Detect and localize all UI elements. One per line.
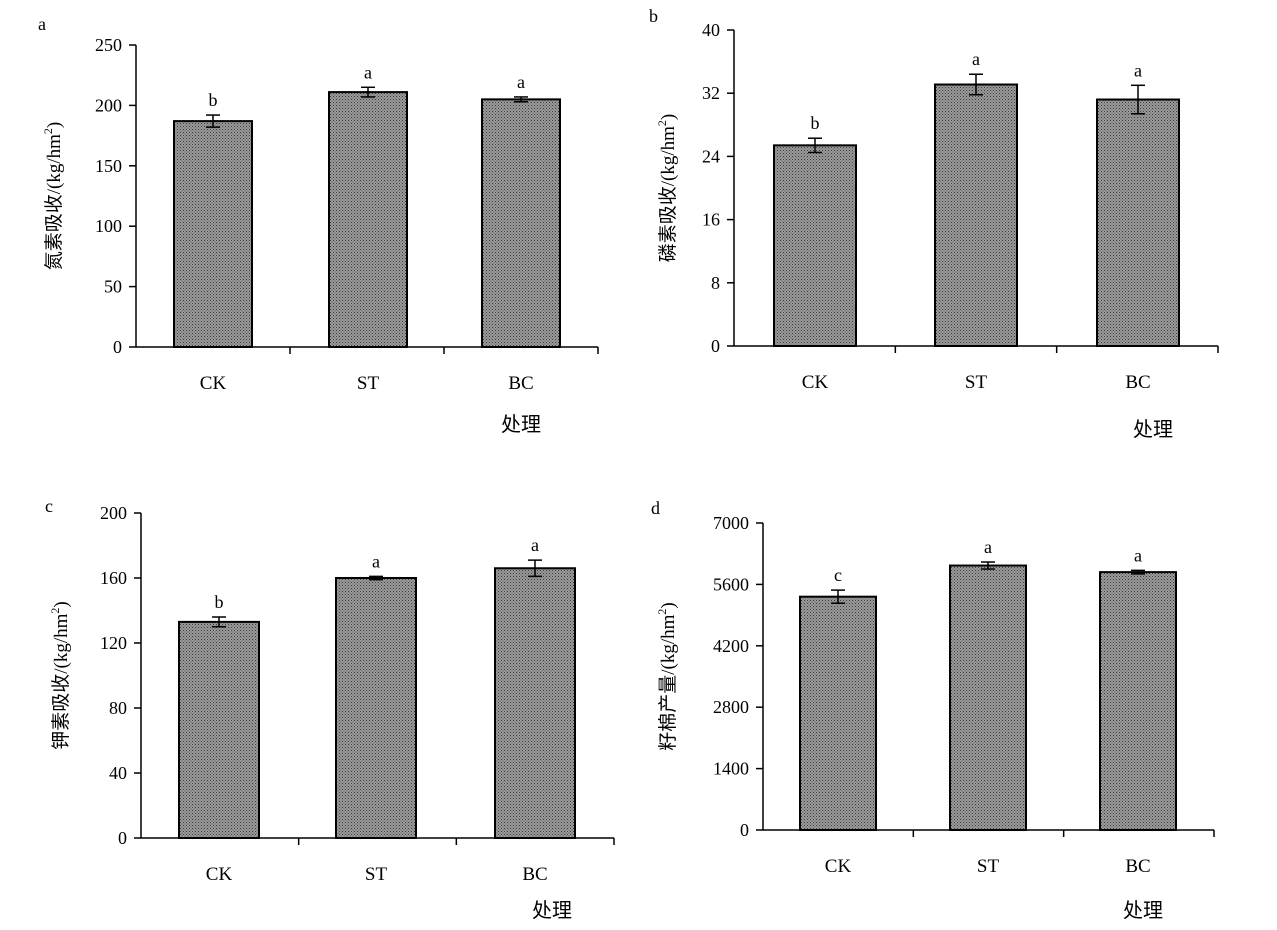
y-tick-label: 24 [702,146,720,166]
y-axis-title: 磷素吸收/(kg/hm2) [655,114,679,263]
x-tick-label: CK [200,373,227,394]
y-axis-title-sup: 2 [41,128,55,134]
significance-label: a [1134,545,1142,565]
y-tick-label: 200 [100,503,127,523]
y-tick-label: 16 [702,210,720,230]
y-tick-label: 40 [109,763,127,783]
chart-panel-d: d c CK a ST a BC 0 1400 2800 4200 5600 7000 处理 籽棉产量/(k… [651,498,1215,922]
bar-st [335,577,417,839]
x-tick-label: BC [1125,372,1150,393]
x-tick-label: ST [965,372,988,393]
x-axis-title: 处理 [1123,899,1163,922]
y-tick-label: 2800 [713,697,749,717]
bar-bc [1096,98,1180,347]
y-axis-title-sup: 2 [655,120,669,126]
y-axis-title-end: ) [51,601,72,607]
significance-label: a [531,535,539,555]
y-axis-title-main: 磷素吸收/(kg/hm [657,126,679,262]
y-tick-label: 250 [95,35,122,55]
y-tick-label: 4200 [713,636,749,656]
bar-bc [1099,571,1177,831]
bar-bc [481,98,561,348]
y-tick-label: 80 [109,698,127,718]
significance-label: a [972,49,980,69]
significance-label: c [834,565,842,585]
bar-st [949,564,1027,831]
y-tick-label: 160 [100,568,127,588]
y-tick-label: 40 [702,20,720,40]
x-tick-label: CK [825,856,852,877]
bar-ck [799,595,877,831]
bar-bc [494,567,576,839]
y-tick-label: 120 [100,633,127,653]
y-tick-label: 0 [118,828,127,848]
significance-label: a [984,537,992,557]
chart-panel-b: b b CK a ST a BC 0 8 16 24 32 40 处理 磷素吸收/(kg/hm2) [649,6,1219,441]
significance-label: b [811,113,820,133]
significance-label: a [364,62,372,82]
y-axis-title-end: ) [658,602,679,608]
significance-label: b [215,592,224,612]
y-axis-title-main: 氮素吸收/(kg/hm [43,134,65,270]
bar-ck [178,620,260,839]
y-axis-title: 氮素吸收/(kg/hm2) [41,122,65,271]
y-tick-label: 7000 [713,513,749,533]
y-tick-label: 50 [104,277,122,297]
y-axis-title: 钾素吸收/(kg/hm2) [48,601,72,750]
y-tick-label: 5600 [713,574,749,594]
bar-st [934,83,1018,347]
y-axis-title-main: 籽棉产量/(kg/hm [657,614,679,750]
panel-letter: b [649,6,658,26]
significance-label: b [209,90,218,110]
panel-letter: d [651,498,660,518]
y-tick-label: 8 [711,273,720,293]
chart-panel-c: c b CK a ST a BC 0 40 80 120 160 200 处理 钾素吸收/(kg/hm2) [45,496,615,922]
significance-label: a [517,72,525,92]
x-tick-label: ST [977,856,1000,877]
chart-panel-a: a b CK a ST a BC 0 50 100 150 200 250 处理 氮素吸收/(kg/hm2) [38,14,599,436]
y-tick-label: 32 [702,83,720,103]
y-axis-title-end: ) [658,114,679,120]
x-axis-title: 处理 [1133,418,1173,441]
significance-label: a [1134,60,1142,80]
significance-label: a [372,551,380,571]
y-tick-label: 100 [95,216,122,236]
panel-letter: a [38,14,46,34]
y-tick-label: 0 [113,337,122,357]
y-tick-label: 0 [711,336,720,356]
x-axis-title: 处理 [532,899,572,922]
panel-letter: c [45,496,53,516]
x-tick-label: CK [802,372,829,393]
y-axis-title-sup: 2 [655,609,669,615]
y-tick-label: 150 [95,156,122,176]
y-axis-title-sup: 2 [48,608,62,614]
y-tick-label: 0 [740,820,749,840]
y-axis-title-end: ) [44,122,65,128]
x-tick-label: BC [1125,856,1150,877]
y-tick-label: 1400 [713,759,749,779]
x-tick-label: ST [357,373,380,394]
y-axis-title-main: 钾素吸收/(kg/hm [50,613,72,749]
bar-ck [173,120,253,348]
x-tick-label: BC [522,864,547,885]
y-tick-label: 200 [95,95,122,115]
y-axis-title: 籽棉产量/(kg/hm2) [655,602,679,751]
x-axis-title: 处理 [501,413,541,436]
bar-st [328,91,408,348]
bar-ck [773,144,857,347]
x-tick-label: ST [365,864,388,885]
x-tick-label: BC [508,373,533,394]
x-tick-label: CK [206,864,233,885]
